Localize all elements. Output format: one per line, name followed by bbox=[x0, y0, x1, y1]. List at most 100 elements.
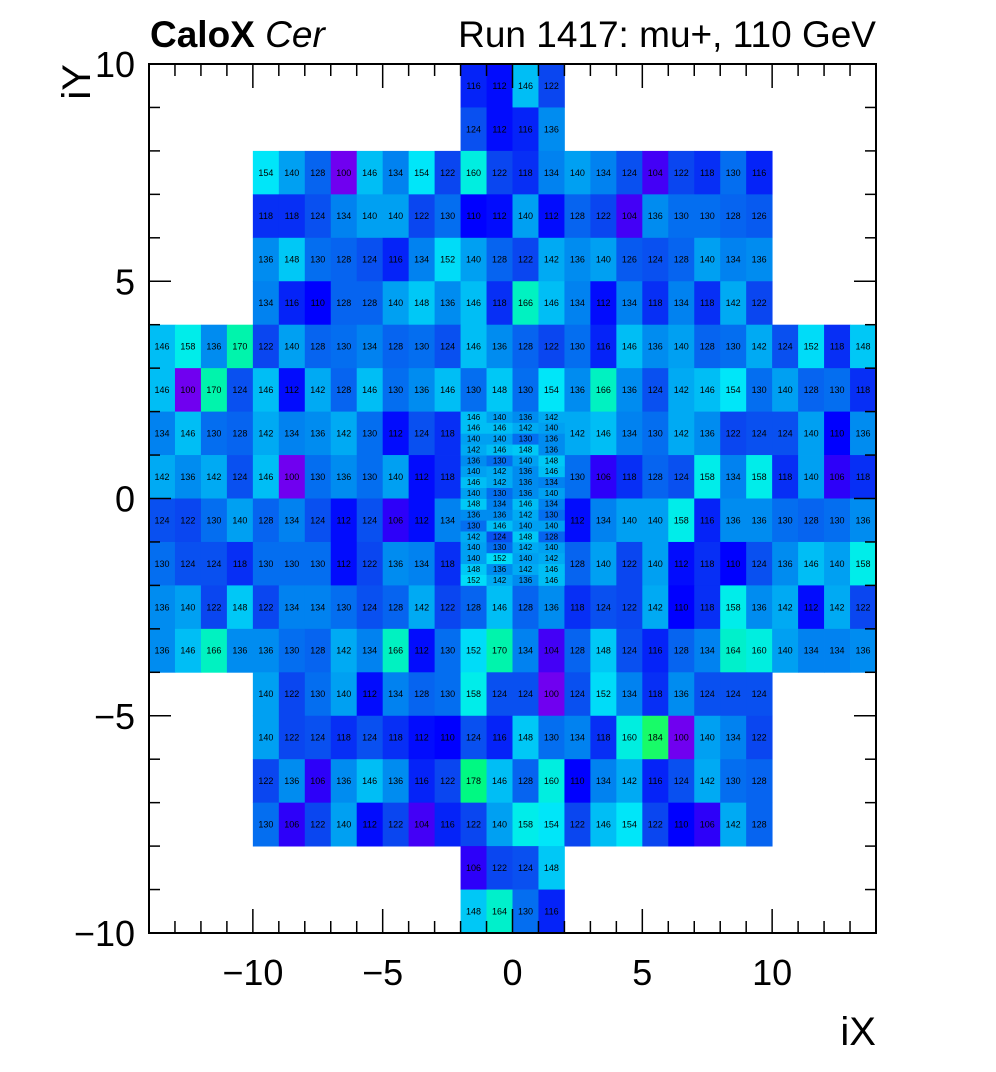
fine-cell-value-label: 140 bbox=[545, 521, 559, 530]
heatmap-cell bbox=[356, 150, 384, 195]
heatmap-cell bbox=[226, 411, 254, 456]
fine-cell-value-label: 146 bbox=[519, 500, 533, 509]
cell-value-label: 140 bbox=[674, 342, 689, 352]
heatmap-cell bbox=[590, 368, 617, 412]
fine-cell-value-label: 136 bbox=[545, 445, 559, 454]
cell-value-label: 124 bbox=[570, 689, 585, 699]
heatmap-cell bbox=[642, 324, 669, 369]
cell-value-label: 142 bbox=[726, 820, 741, 830]
cell-value-label: 140 bbox=[778, 646, 793, 656]
heatmap-cell bbox=[460, 281, 487, 326]
cell-value-label: 130 bbox=[258, 559, 273, 569]
heatmap-cell bbox=[278, 281, 306, 326]
cell-value-label: 128 bbox=[336, 298, 351, 308]
cell-value-label: 112 bbox=[414, 646, 428, 656]
cell-value-label: 124 bbox=[726, 689, 741, 699]
heatmap-cell bbox=[772, 585, 799, 630]
cell-value-label: 124 bbox=[648, 385, 663, 395]
heatmap-cell bbox=[512, 107, 539, 152]
fine-heatmap-cell bbox=[486, 552, 513, 565]
heatmap-cell bbox=[278, 194, 306, 239]
cell-value-label: 124 bbox=[362, 515, 377, 525]
cell-value-label: 136 bbox=[622, 385, 637, 395]
heatmap-cell bbox=[252, 411, 280, 456]
heatmap-cell bbox=[772, 541, 799, 586]
cell-value-label: 128 bbox=[466, 602, 481, 612]
heatmap-cell bbox=[434, 541, 461, 586]
heatmap-cell bbox=[304, 237, 332, 282]
cell-value-label: 152 bbox=[596, 689, 611, 699]
heatmap-cell bbox=[616, 237, 643, 282]
heatmap-cell bbox=[330, 150, 358, 195]
heatmap-cell bbox=[278, 585, 306, 630]
cell-value-label: 128 bbox=[570, 211, 585, 221]
heatmap-cell bbox=[720, 150, 747, 195]
cell-value-label: 136 bbox=[414, 385, 429, 395]
y-tick-label: 0 bbox=[115, 479, 135, 520]
heatmap-cell bbox=[642, 715, 669, 760]
cell-value-label: 142 bbox=[206, 472, 221, 482]
heatmap-cell bbox=[149, 368, 176, 412]
cell-value-label: 130 bbox=[310, 472, 325, 482]
cell-value-label: 140 bbox=[804, 472, 819, 482]
cell-value-label: 136 bbox=[726, 515, 741, 525]
fine-cell-value-label: 142 bbox=[545, 413, 559, 422]
fine-cell-value-label: 152 bbox=[467, 576, 481, 585]
heatmap-cell bbox=[252, 628, 280, 673]
fine-cell-value-label: 136 bbox=[493, 511, 507, 520]
heatmap-cell bbox=[720, 368, 747, 412]
cell-value-label: 110 bbox=[674, 602, 688, 612]
heatmap-cell bbox=[200, 628, 228, 673]
cell-value-label: 124 bbox=[362, 602, 377, 612]
fine-heatmap-cell bbox=[486, 455, 513, 467]
heatmap-cell bbox=[486, 846, 513, 890]
heatmap-cell bbox=[382, 802, 410, 847]
cell-value-label: 110 bbox=[726, 559, 740, 569]
cell-value-label: 148 bbox=[414, 298, 429, 308]
cell-value-label: 122 bbox=[752, 733, 767, 743]
fine-cell-value-label: 136 bbox=[519, 576, 533, 585]
fine-cell-value-label: 146 bbox=[493, 521, 507, 530]
cell-value-label: 118 bbox=[518, 168, 532, 178]
cell-value-label: 112 bbox=[492, 81, 506, 91]
cell-value-label: 118 bbox=[700, 298, 714, 308]
heatmap-cell bbox=[252, 715, 280, 760]
fine-heatmap-cell bbox=[538, 465, 565, 478]
cell-value-label: 148 bbox=[466, 906, 481, 916]
cell-value-label: 124 bbox=[778, 428, 793, 438]
heatmap-cell bbox=[174, 498, 202, 543]
heatmap-cell bbox=[278, 541, 306, 586]
cell-value-label: 134 bbox=[154, 428, 169, 438]
heatmap-cell bbox=[746, 324, 773, 369]
heatmap-cell bbox=[772, 411, 799, 456]
heatmap-cell bbox=[616, 715, 643, 760]
cell-value-label: 128 bbox=[232, 428, 247, 438]
cell-value-label: 124 bbox=[310, 515, 325, 525]
fine-heatmap-cell bbox=[486, 509, 513, 521]
fine-cell-value-label: 146 bbox=[545, 576, 559, 585]
fine-heatmap-cell bbox=[538, 552, 565, 565]
cell-value-label: 116 bbox=[752, 168, 766, 178]
heatmap-cell bbox=[642, 411, 669, 456]
cell-value-label: 116 bbox=[492, 733, 506, 743]
heatmap-cell bbox=[512, 715, 539, 760]
x-tick-label: −5 bbox=[362, 952, 403, 993]
cell-value-label: 166 bbox=[596, 385, 611, 395]
cell-value-label: 130 bbox=[778, 515, 793, 525]
cell-value-label: 122 bbox=[206, 602, 221, 612]
heatmap-cell bbox=[720, 759, 747, 804]
fine-cell-value-label: 140 bbox=[545, 424, 559, 433]
cell-value-label: 122 bbox=[440, 776, 455, 786]
heatmap-cell bbox=[434, 759, 461, 804]
heatmap-cell bbox=[512, 237, 539, 282]
cell-value-label: 112 bbox=[570, 515, 584, 525]
cell-value-label: 160 bbox=[752, 646, 767, 656]
cell-value-label: 154 bbox=[622, 820, 637, 830]
heatmap-cell bbox=[694, 194, 721, 239]
cell-value-label: 142 bbox=[674, 385, 689, 395]
cell-value-label: 154 bbox=[258, 168, 273, 178]
cell-value-label: 128 bbox=[518, 776, 533, 786]
heatmap-cell bbox=[616, 281, 643, 326]
fine-heatmap-cell bbox=[538, 498, 565, 510]
